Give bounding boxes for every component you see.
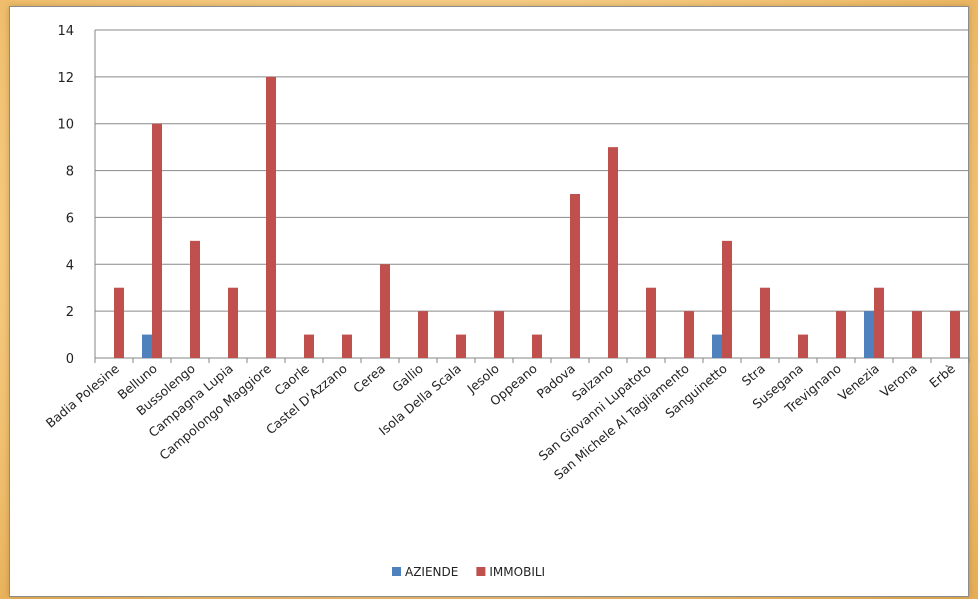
bar-immobili [342, 334, 352, 358]
y-tick-label: 6 [66, 211, 74, 226]
bar-immobili [798, 334, 808, 358]
x-category-label: Venezia [835, 361, 882, 404]
bar-immobili [494, 311, 504, 358]
bar-immobili [836, 311, 846, 358]
x-category-label: Badia Polesine [43, 361, 122, 431]
y-tick-label: 8 [66, 165, 74, 180]
y-tick-label: 4 [66, 258, 74, 273]
bar-immobili [380, 264, 390, 358]
bar-immobili [190, 240, 200, 358]
chart-frame [9, 6, 969, 597]
x-category-label: Stra [739, 361, 768, 389]
bar-aziende [712, 334, 722, 358]
bar-immobili [418, 311, 428, 358]
bar-immobili [912, 311, 922, 358]
bar-immobili [950, 311, 960, 358]
bar-immobili [570, 194, 580, 358]
bar-immobili [608, 147, 618, 358]
legend-swatch [392, 567, 401, 576]
x-category-label: Erbè [926, 361, 958, 391]
x-category-label: Cerea [350, 361, 388, 396]
y-tick-label: 10 [57, 118, 74, 133]
x-category-label: Verona [877, 361, 920, 400]
bar-immobili [760, 287, 770, 358]
bar-immobili [646, 287, 656, 358]
bar-immobili [304, 334, 314, 358]
y-tick-label: 14 [57, 24, 74, 39]
bar-immobili [114, 287, 124, 358]
bar-immobili [456, 334, 466, 358]
bar-immobili [874, 287, 884, 358]
y-tick-label: 0 [66, 352, 74, 367]
bar-aziende [142, 334, 152, 358]
bar-immobili [228, 287, 238, 358]
legend-label: AZIENDE [405, 565, 458, 579]
bar-aziende [864, 311, 874, 358]
y-tick-label: 12 [57, 71, 74, 86]
y-tick-label: 2 [66, 305, 74, 320]
bar-immobili [266, 76, 276, 358]
bar-immobili [722, 240, 732, 358]
bar-immobili [152, 123, 162, 358]
legend-label: IMMOBILI [489, 565, 545, 579]
bar-immobili [532, 334, 542, 358]
legend-swatch [476, 567, 486, 576]
bar-immobili [684, 311, 694, 358]
